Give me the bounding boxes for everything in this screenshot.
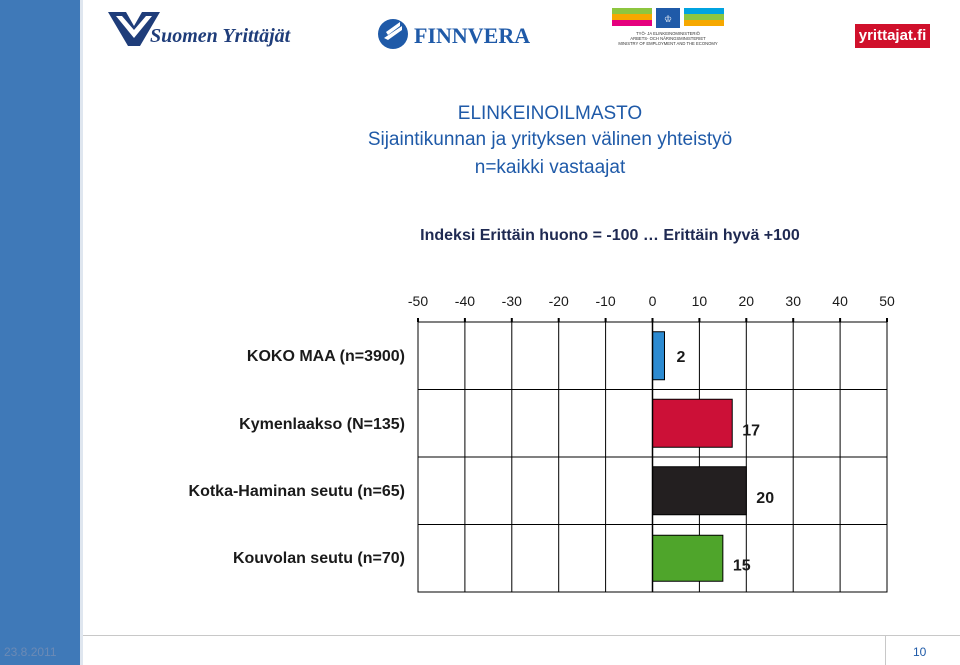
- slide-title-line-2: Sijaintikunnan ja yrityksen välinen yhte…: [367, 129, 733, 150]
- x-tick-label: -20: [549, 293, 569, 309]
- data-label: 15: [733, 557, 751, 574]
- ministry-line-3: MINISTRY OF EMPLOYMENT AND THE ECONOMY: [618, 41, 717, 46]
- x-tick-label: 40: [832, 293, 848, 309]
- footer-separator: [885, 636, 886, 665]
- suomen-yrittajat-logo: Suomen Yrittäjät: [108, 12, 292, 47]
- chart-subtitle: Indeksi Erittäin huono = -100 … Erittäin…: [420, 227, 800, 244]
- suomen-yrittajat-text: Suomen Yrittäjät: [150, 25, 292, 47]
- category-label-kymenlaakso: Kymenlaakso (N=135): [239, 416, 405, 433]
- ministry-logo: ♔ TYÖ- JA ELINKEINOMINISTERIÖ ARBETS- OC…: [612, 8, 724, 46]
- x-tick-label: -40: [455, 293, 475, 309]
- bar: [652, 534, 724, 582]
- x-tick-label: -30: [502, 293, 522, 309]
- svg-text:♔: ♔: [664, 14, 672, 24]
- data-label: 17: [742, 422, 760, 439]
- page-number: 10: [913, 645, 927, 659]
- left-accent-divider: [80, 0, 83, 665]
- category-label-koko-maa: KOKO MAA (n=3900): [246, 348, 405, 365]
- bar: [652, 331, 665, 381]
- category-label-kouvola: Kouvolan seutu (n=70): [232, 550, 405, 567]
- footer-divider: [83, 635, 960, 636]
- x-tick-label: 20: [739, 293, 755, 309]
- x-tick-label: -10: [595, 293, 615, 309]
- category-label-kotka-hamina: Kotka-Haminan seutu (n=65): [188, 483, 405, 500]
- x-tick-label: 0: [649, 293, 657, 309]
- slide-title-line-3: n=kaikki vastaajat: [474, 157, 626, 178]
- x-tick-label: -50: [408, 293, 428, 309]
- finnvera-text: FINNVERA: [414, 23, 530, 48]
- slide-title: ELINKEINOILMASTO: [457, 103, 643, 124]
- bar: [652, 398, 733, 448]
- finnvera-logo: FINNVERA: [378, 19, 530, 49]
- x-tick-label: 30: [785, 293, 801, 309]
- bar: [652, 466, 747, 516]
- yrittajat-fi-logo: yrittajat.fi: [855, 24, 930, 48]
- ministry-line-2: ARBETS- OCH NÄRINGSMINISTERIET: [630, 36, 706, 41]
- x-tick-label: 50: [879, 293, 895, 309]
- data-label: 20: [756, 490, 774, 507]
- data-label: 2: [677, 349, 686, 366]
- ministry-line-1: TYÖ- JA ELINKEINOMINISTERIÖ: [636, 31, 700, 36]
- left-accent-strip: [0, 0, 80, 665]
- footer-date: 23.8.2011: [4, 645, 57, 659]
- x-tick-label: 10: [692, 293, 708, 309]
